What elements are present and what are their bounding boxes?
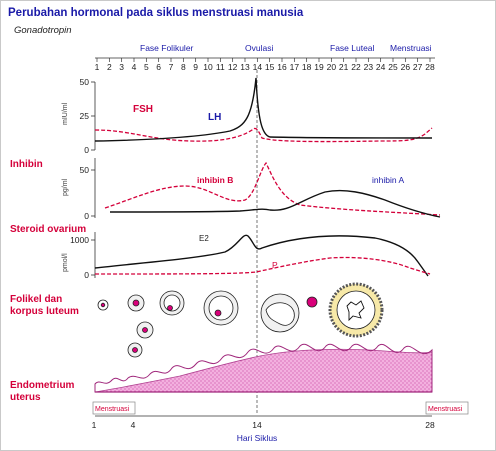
- day-tick-label: 17: [290, 62, 300, 72]
- gonadotropin-heading: Gonadotropin: [14, 25, 72, 36]
- inhibin-a-label: inhibin A: [372, 175, 404, 185]
- menstruation-box-left: [92, 401, 136, 415]
- menstruation-box-left-label: Menstruasi: [95, 406, 130, 413]
- follicle-illustrations: [97, 282, 384, 358]
- inhibin-unit: pg/ml: [62, 178, 69, 196]
- inhibin-b-curve: [104, 161, 441, 216]
- fsh-curve: [94, 127, 433, 143]
- inhibin-tick-0: 0: [84, 211, 89, 221]
- day-tick-label: 27: [413, 62, 423, 72]
- gonadotropin-tick-25: 25: [80, 111, 90, 121]
- day-tick-label: 11: [216, 62, 225, 72]
- menstruation-box-right-label: Menstruasi: [428, 406, 463, 413]
- inhibin-section-label: Inhibin: [10, 159, 43, 170]
- gonadotropin-tick-50: 50: [80, 77, 90, 87]
- progesterone-curve: [94, 256, 431, 275]
- day-tick-label: 19: [314, 62, 324, 72]
- day-tick-label: 14: [253, 62, 263, 72]
- estradiol-label: E2: [199, 234, 209, 243]
- day-tick-label: 24: [376, 62, 386, 72]
- day-tick-label: 28: [425, 62, 435, 72]
- day-tick-label: 8: [181, 62, 186, 72]
- inhibin-a-curve: [109, 189, 441, 218]
- progesterone-label: P: [272, 260, 278, 270]
- lh-curve: [94, 77, 433, 142]
- endometrium-illustration: [94, 343, 433, 393]
- day-tick-label: 2: [107, 62, 112, 72]
- menstruation-box-right: [425, 401, 469, 415]
- lh-label: LH: [208, 112, 221, 123]
- day-tick-label: 20: [327, 62, 337, 72]
- x-tick-4: 4: [131, 420, 136, 430]
- day-tick-label: 10: [203, 62, 213, 72]
- phase-luteal-label: Fase Luteal: [330, 43, 375, 53]
- day-tick-label: 4: [132, 62, 137, 72]
- day-tick-label: 23: [364, 62, 374, 72]
- gonadotropin-tick-0: 0: [84, 145, 89, 155]
- diagram-title: Perubahan hormonal pada siklus menstruas…: [8, 7, 304, 19]
- follicle-section-label-1: Folikel dan: [10, 294, 62, 305]
- day-tick-label: 5: [144, 62, 149, 72]
- x-tick-1: 1: [92, 420, 97, 430]
- day-tick-label: 13: [240, 62, 250, 72]
- day-tick-label: 12: [228, 62, 238, 72]
- inhibin-tick-50: 50: [80, 165, 90, 175]
- endometrium-section-label-1: Endometrium: [10, 380, 75, 391]
- day-tick-label: 6: [156, 62, 161, 72]
- steroid-section-label: Steroid ovarium: [10, 224, 86, 235]
- x-tick-28: 28: [425, 420, 435, 430]
- follicle-section-label-2: korpus luteum: [10, 306, 79, 317]
- day-tick-label: 25: [388, 62, 398, 72]
- inhibin-b-label: inhibin B: [197, 175, 233, 185]
- phase-follicular-label: Fase Folikuler: [140, 43, 194, 53]
- x-axis-label: Hari Siklus: [237, 433, 278, 443]
- day-tick-label: 15: [265, 62, 275, 72]
- steroid-tick-1000: 1000: [70, 235, 89, 245]
- phase-menstruation-label: Menstruasi: [390, 43, 432, 53]
- fsh-label: FSH: [133, 104, 153, 115]
- day-tick-label: 3: [119, 62, 124, 72]
- steroid-unit: pmol/l: [62, 253, 69, 272]
- day-tick-label: 18: [302, 62, 312, 72]
- day-tick-group: 1 2 3 4 5 6 7 8 9 10 11 12 13 14 15 16 17 18 19 20 21 22 23 24 2…: [95, 58, 435, 72]
- estradiol-curve: [94, 234, 429, 277]
- x-tick-14: 14: [252, 420, 262, 430]
- day-tick-label: 9: [193, 62, 198, 72]
- day-tick-label: 22: [351, 62, 361, 72]
- phase-ovulation-label: Ovulasi: [245, 43, 273, 53]
- released-oocyte: [306, 296, 318, 308]
- day-tick-label: 7: [169, 62, 174, 72]
- day-tick-label: 16: [277, 62, 287, 72]
- day-tick-label: 1: [95, 62, 100, 72]
- day-tick-label: 21: [339, 62, 349, 72]
- steroid-tick-0: 0: [84, 270, 89, 280]
- endometrium-section-label-2: uterus: [10, 392, 41, 403]
- gonadotropin-unit: mIU/ml: [62, 102, 69, 125]
- day-tick-label: 26: [401, 62, 411, 72]
